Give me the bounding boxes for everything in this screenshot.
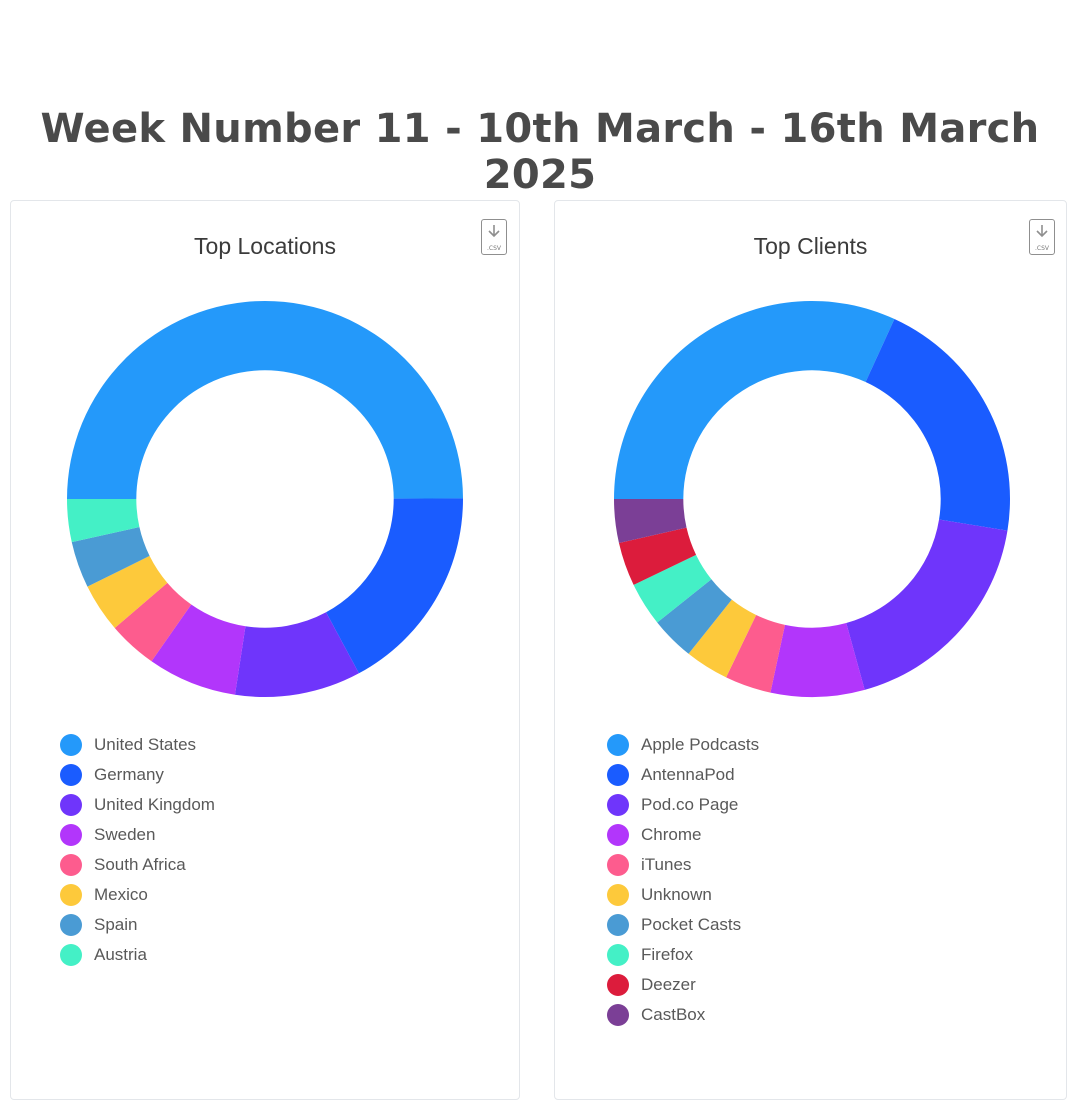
- legend-item-pod-co-page[interactable]: Pod.co Page: [607, 790, 759, 820]
- legend-swatch: [607, 1004, 629, 1026]
- legend-label: Deezer: [641, 975, 696, 994]
- legend-label: AntennaPod: [641, 765, 735, 784]
- legend-item-itunes[interactable]: iTunes: [607, 850, 759, 880]
- slice-itunes[interactable]: [726, 614, 785, 693]
- slice-spain[interactable]: [71, 527, 150, 587]
- slice-sweden[interactable]: [151, 604, 246, 695]
- legend-swatch: [60, 794, 82, 816]
- legend-label: Spain: [94, 915, 138, 934]
- slice-apple-podcasts[interactable]: [614, 301, 895, 499]
- top-locations-title: Top Locations: [194, 233, 336, 259]
- legend-swatch: [607, 794, 629, 816]
- legend-swatch: [607, 824, 629, 846]
- legend-item-south-africa[interactable]: South Africa: [60, 850, 215, 880]
- legend-label: Austria: [94, 945, 147, 964]
- legend-label: Germany: [94, 765, 164, 784]
- slice-united-kingdom[interactable]: [234, 612, 359, 697]
- top-locations-legend: United States Germany United Kingdom Sweden…: [60, 730, 215, 970]
- slice-antennapod[interactable]: [865, 318, 1010, 531]
- legend-swatch: [607, 914, 629, 936]
- legend-label: Apple Podcasts: [641, 735, 760, 754]
- legend-label: Pod.co Page: [641, 795, 739, 814]
- slice-south-africa[interactable]: [114, 582, 192, 662]
- download-icon: [1036, 225, 1048, 238]
- legend-item-germany[interactable]: Germany: [60, 760, 215, 790]
- legend-label: Sweden: [94, 825, 156, 844]
- legend-item-apple-podcasts[interactable]: Apple Podcasts: [607, 730, 759, 760]
- slice-deezer[interactable]: [618, 527, 697, 585]
- slice-pocket-casts[interactable]: [657, 579, 732, 654]
- slice-castbox[interactable]: [614, 499, 687, 544]
- legend-label: Unknown: [641, 885, 712, 904]
- legend-item-castbox[interactable]: CastBox: [607, 1000, 759, 1030]
- slice-united-states[interactable]: [67, 301, 463, 499]
- legend-label: Firefox: [641, 945, 693, 964]
- legend-swatch: [607, 854, 629, 876]
- legend-swatch: [607, 944, 629, 966]
- top-locations-card: Top Locations .CSV United States Germany U…: [10, 200, 520, 1100]
- legend-item-united-kingdom[interactable]: United Kingdom: [60, 790, 215, 820]
- slice-germany[interactable]: [326, 498, 463, 674]
- legend-label: Chrome: [641, 825, 702, 844]
- legend-item-deezer[interactable]: Deezer: [607, 970, 759, 1000]
- top-clients-card: Top Clients .CSV Apple Podcasts AntennaPo…: [554, 200, 1067, 1100]
- legend-swatch: [607, 764, 629, 786]
- legend-item-united-states[interactable]: United States: [60, 730, 215, 760]
- slice-mexico[interactable]: [87, 555, 168, 628]
- legend-swatch: [60, 884, 82, 906]
- legend-item-spain[interactable]: Spain: [60, 910, 215, 940]
- legend-item-austria[interactable]: Austria: [60, 940, 215, 970]
- legend-item-unknown[interactable]: Unknown: [607, 880, 759, 910]
- download-icon: [488, 225, 500, 238]
- slice-chrome[interactable]: [770, 623, 865, 697]
- legend-swatch: [60, 944, 82, 966]
- legend-item-firefox[interactable]: Firefox: [607, 940, 759, 970]
- legend-label: Pocket Casts: [641, 915, 742, 934]
- top-clients-legend: Apple Podcasts AntennaPod Pod.co Page Chrom…: [607, 730, 759, 1030]
- csv-label: .CSV: [1034, 245, 1049, 252]
- legend-swatch: [60, 854, 82, 876]
- legend-item-antennapod[interactable]: AntennaPod: [607, 760, 759, 790]
- legend-swatch: [60, 914, 82, 936]
- legend-item-chrome[interactable]: Chrome: [607, 820, 759, 850]
- legend-item-mexico[interactable]: Mexico: [60, 880, 215, 910]
- legend-swatch: [60, 824, 82, 846]
- slice-firefox[interactable]: [633, 554, 712, 623]
- legend-swatch: [607, 734, 629, 756]
- top-clients-title: Top Clients: [753, 233, 868, 259]
- legend-swatch: [60, 734, 82, 756]
- download-csv-button[interactable]: .CSV: [481, 219, 507, 255]
- slice-unknown[interactable]: [688, 599, 757, 678]
- legend-label: Mexico: [94, 885, 148, 904]
- legend-swatch: [60, 764, 82, 786]
- download-csv-button[interactable]: .CSV: [1029, 219, 1055, 255]
- legend-label: South Africa: [94, 855, 186, 874]
- legend-label: United Kingdom: [94, 795, 215, 814]
- legend-label: United States: [94, 735, 197, 754]
- legend-swatch: [607, 974, 629, 996]
- legend-label: iTunes: [641, 855, 692, 874]
- legend-item-pocket-casts[interactable]: Pocket Casts: [607, 910, 759, 940]
- slice-austria[interactable]: [67, 499, 140, 543]
- top-locations-donut: [67, 301, 463, 697]
- page-title: Week Number 11 - 10th March - 16th March…: [40, 106, 1040, 198]
- top-clients-donut: [614, 301, 1010, 697]
- csv-label: .CSV: [486, 245, 501, 252]
- legend-swatch: [607, 884, 629, 906]
- legend-label: CastBox: [641, 1005, 706, 1024]
- legend-item-sweden[interactable]: Sweden: [60, 820, 215, 850]
- slice-pod-co-page[interactable]: [846, 519, 1008, 690]
